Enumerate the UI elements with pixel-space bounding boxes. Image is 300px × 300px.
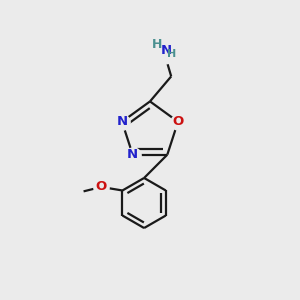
Text: N: N (116, 115, 128, 128)
Text: O: O (96, 181, 107, 194)
Text: H: H (167, 49, 177, 59)
Text: H: H (152, 38, 163, 51)
Text: N: N (160, 44, 172, 57)
Text: O: O (172, 115, 184, 128)
Text: N: N (127, 148, 138, 161)
